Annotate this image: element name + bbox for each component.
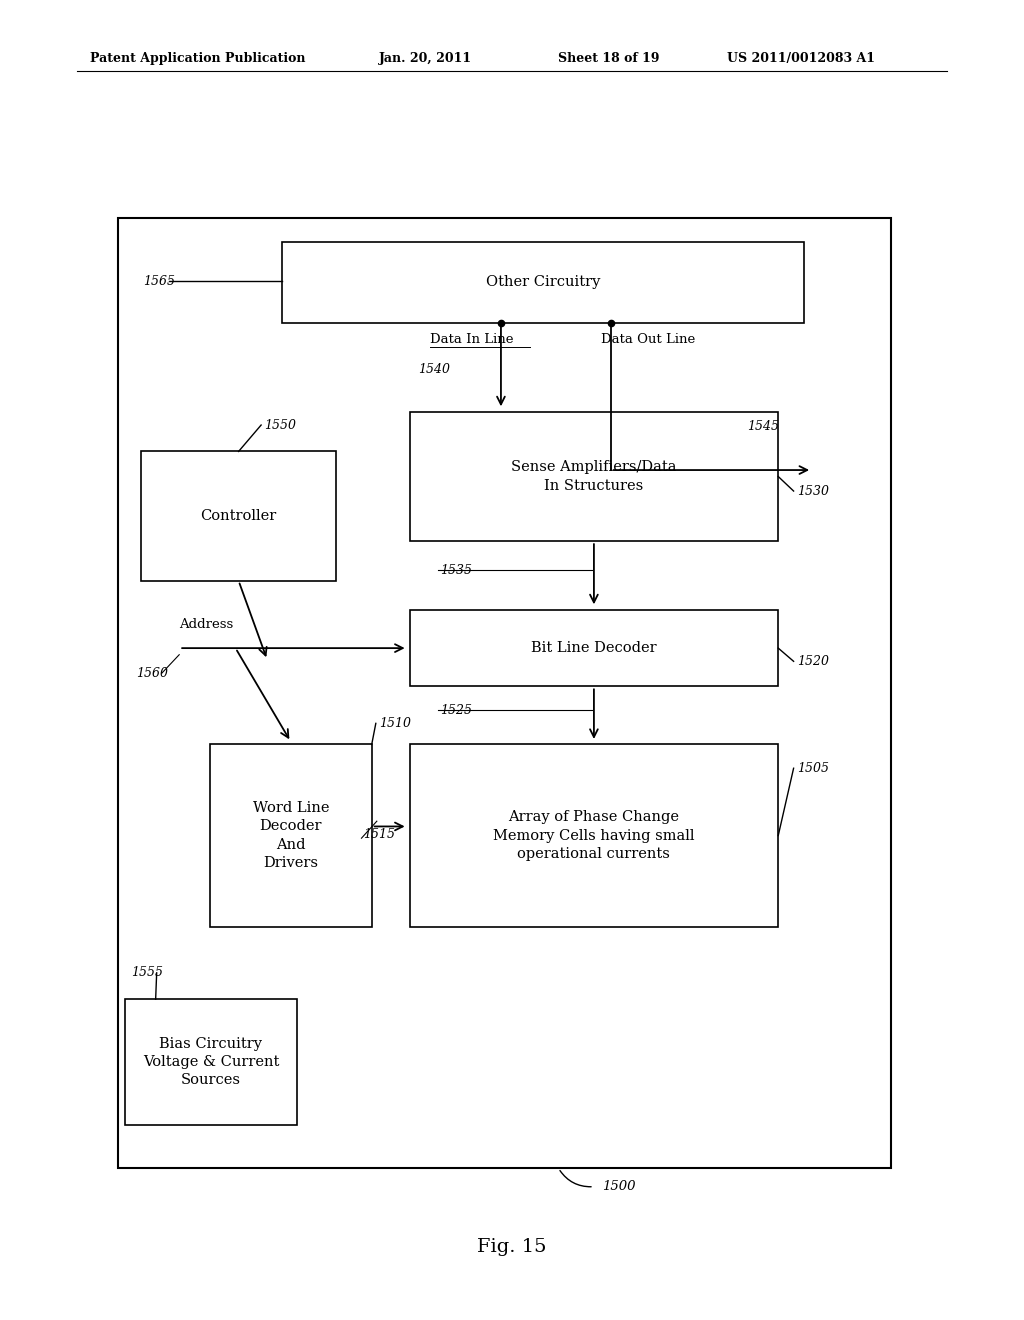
Bar bbox=[141, 451, 336, 581]
Text: Data In Line: Data In Line bbox=[430, 333, 514, 346]
Text: Jan. 20, 2011: Jan. 20, 2011 bbox=[379, 51, 472, 65]
Text: Data Out Line: Data Out Line bbox=[601, 333, 695, 346]
Text: Other Circuitry: Other Circuitry bbox=[485, 276, 600, 289]
Bar bbox=[410, 412, 778, 541]
Text: Bias Circuitry
Voltage & Current
Sources: Bias Circuitry Voltage & Current Sources bbox=[142, 1036, 280, 1088]
Text: 1550: 1550 bbox=[264, 418, 296, 432]
Bar bbox=[410, 610, 778, 686]
Bar bbox=[125, 999, 297, 1125]
Text: 1555: 1555 bbox=[131, 966, 163, 979]
Text: Sense Amplifiers/Data
In Structures: Sense Amplifiers/Data In Structures bbox=[511, 461, 677, 492]
Text: 1505: 1505 bbox=[797, 762, 828, 775]
Text: 1500: 1500 bbox=[602, 1180, 636, 1193]
Text: US 2011/0012083 A1: US 2011/0012083 A1 bbox=[727, 51, 876, 65]
Text: 1545: 1545 bbox=[748, 420, 779, 433]
Text: 1565: 1565 bbox=[143, 275, 175, 288]
Text: 1560: 1560 bbox=[136, 667, 168, 680]
Text: 1540: 1540 bbox=[418, 363, 450, 376]
Text: Bit Line Decoder: Bit Line Decoder bbox=[531, 642, 656, 655]
Text: Sheet 18 of 19: Sheet 18 of 19 bbox=[558, 51, 659, 65]
Text: 1530: 1530 bbox=[797, 484, 828, 498]
Bar bbox=[282, 242, 804, 323]
Text: Array of Phase Change
Memory Cells having small
operational currents: Array of Phase Change Memory Cells havin… bbox=[494, 810, 694, 861]
Text: 1515: 1515 bbox=[364, 828, 395, 841]
Text: Patent Application Publication: Patent Application Publication bbox=[90, 51, 305, 65]
Text: 1525: 1525 bbox=[440, 704, 472, 717]
Text: Address: Address bbox=[179, 618, 233, 631]
Bar bbox=[118, 218, 891, 1168]
Text: 1535: 1535 bbox=[440, 564, 472, 577]
Text: 1510: 1510 bbox=[379, 717, 411, 730]
Text: Controller: Controller bbox=[201, 510, 276, 523]
Bar bbox=[210, 744, 372, 927]
Text: Word Line
Decoder
And
Drivers: Word Line Decoder And Drivers bbox=[253, 801, 329, 870]
Text: Fig. 15: Fig. 15 bbox=[477, 1238, 547, 1257]
Text: 1520: 1520 bbox=[797, 655, 828, 668]
Bar bbox=[410, 744, 778, 927]
